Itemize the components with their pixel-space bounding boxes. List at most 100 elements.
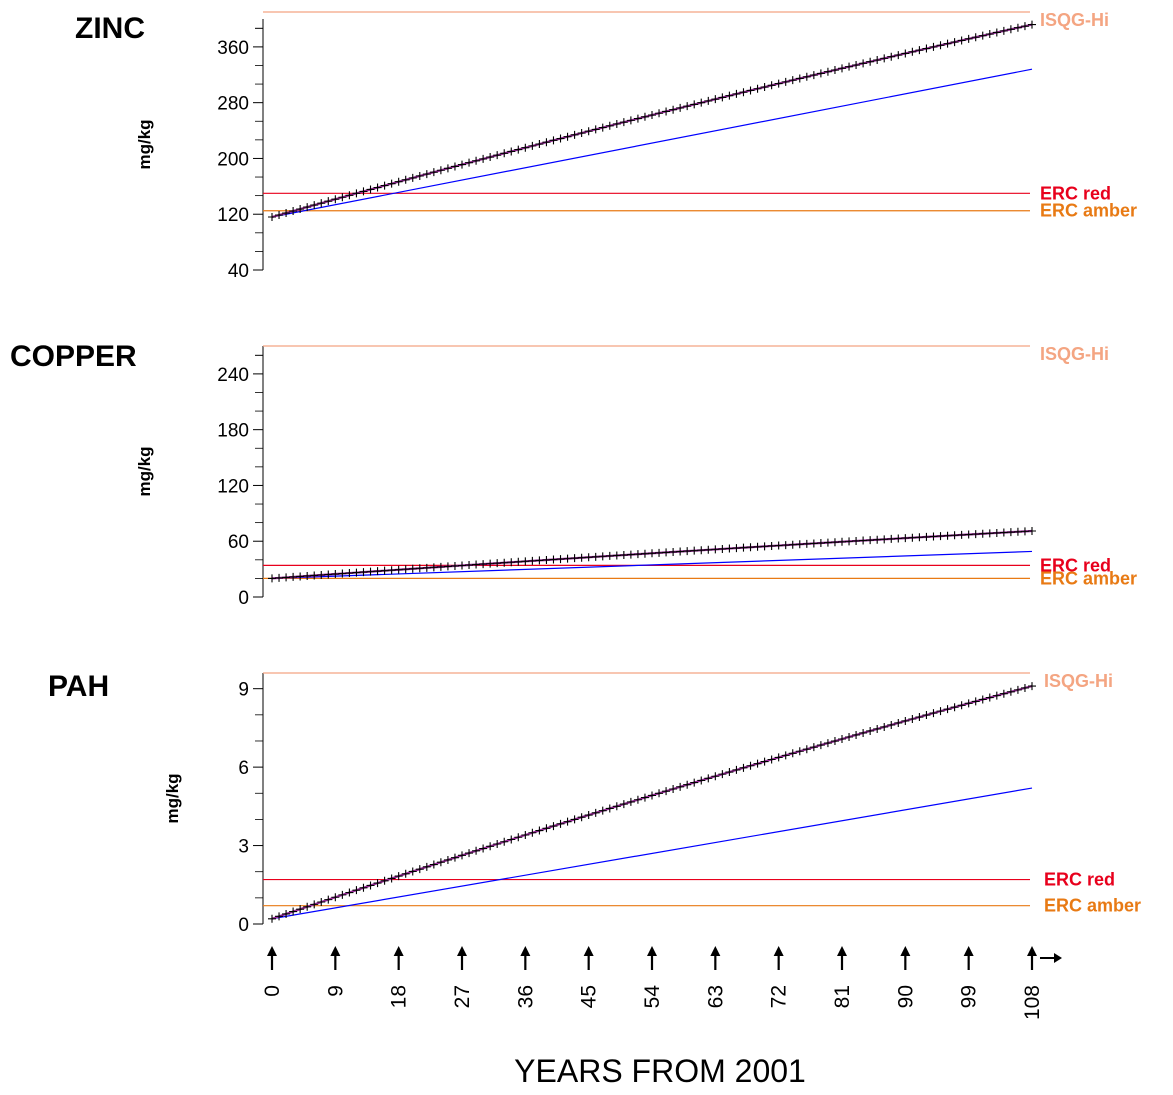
data-point	[633, 114, 642, 123]
data-point	[852, 61, 861, 70]
data-point	[359, 568, 368, 577]
data-point	[767, 541, 776, 550]
data-point	[556, 819, 565, 828]
data-point	[429, 860, 438, 869]
data-point	[823, 538, 832, 547]
y-tick-label: 0	[238, 588, 249, 609]
reference-label: ERC amber	[1040, 201, 1137, 221]
up-arrow-icon	[773, 946, 784, 970]
data-point	[549, 136, 558, 145]
data-point	[957, 36, 966, 45]
data-point	[718, 93, 727, 102]
data-point	[669, 105, 678, 114]
data-point	[1013, 527, 1022, 536]
panel-title: PAH	[48, 670, 109, 703]
data-point	[901, 49, 910, 58]
data-point	[380, 181, 389, 190]
data-point	[563, 554, 572, 563]
up-arrow-icon	[583, 946, 594, 970]
arrow-head	[267, 946, 277, 956]
data-point	[387, 179, 396, 188]
x-tick-label: 45	[578, 985, 601, 1008]
data-point	[570, 554, 579, 563]
data-point	[999, 26, 1008, 35]
data-point	[352, 568, 361, 577]
data-point	[443, 164, 452, 173]
data-point	[577, 553, 586, 562]
data-point	[605, 804, 614, 813]
data-point	[774, 753, 783, 762]
reference-label: ISQG-Hi	[1044, 671, 1113, 691]
data-point	[450, 162, 459, 171]
data-point	[598, 123, 607, 132]
data-point	[626, 550, 635, 559]
data-point	[739, 763, 748, 772]
data-point	[584, 127, 593, 136]
arrow-head	[837, 946, 847, 956]
data-point	[992, 691, 1001, 700]
arrow-head	[900, 946, 911, 956]
data-point	[908, 47, 917, 56]
data-point	[971, 530, 980, 539]
data-point	[514, 145, 523, 154]
data-point	[1006, 528, 1015, 537]
data-point	[725, 544, 734, 553]
data-point	[542, 555, 551, 564]
data-point	[619, 800, 628, 809]
data-point	[697, 776, 706, 785]
data-point	[894, 51, 903, 60]
data-point	[943, 39, 952, 48]
arrow-head	[710, 946, 721, 956]
data-point	[767, 755, 776, 764]
data-point	[373, 879, 382, 888]
data-point	[465, 158, 474, 167]
data-point	[732, 544, 741, 553]
data-point	[809, 71, 818, 80]
panel-title: COPPER	[10, 340, 137, 373]
data-point	[422, 170, 431, 179]
data-point	[640, 112, 649, 121]
data-point	[303, 203, 312, 212]
data-point	[331, 893, 340, 902]
data-point	[648, 549, 656, 558]
data-point	[795, 540, 804, 549]
data-point	[268, 574, 276, 583]
data-point	[922, 532, 931, 541]
x-tick-label: 108	[1021, 985, 1044, 1020]
data-point	[887, 52, 896, 61]
data-point	[345, 569, 354, 578]
data-point	[655, 109, 664, 118]
data-point	[380, 566, 389, 575]
data-point	[429, 168, 438, 177]
data-point	[739, 88, 748, 97]
data-point	[1020, 22, 1029, 31]
up-arrow-icon	[267, 946, 277, 970]
x-tick-label: 36	[514, 985, 537, 1008]
series-line	[271, 685, 1033, 920]
data-point	[964, 699, 973, 708]
data-point	[929, 42, 938, 51]
data-point	[465, 849, 474, 858]
data-point	[1020, 683, 1029, 692]
data-point	[422, 862, 431, 871]
data-point	[640, 793, 649, 802]
data-point	[408, 867, 417, 876]
data-point	[324, 197, 333, 206]
data-point	[802, 72, 811, 81]
x-tick-label: 9	[324, 985, 347, 997]
panel-pah: PAH mg/kg 0 3 6 9 ISQG-Hi ERC red ERC amber	[48, 670, 1141, 936]
data-point	[781, 751, 790, 760]
data-point	[303, 571, 312, 580]
arrow-head	[330, 946, 341, 956]
data-point	[725, 768, 734, 777]
data-point	[866, 536, 875, 545]
series-markers	[268, 682, 1036, 923]
data-point	[725, 91, 734, 100]
data-point	[985, 30, 994, 39]
reference-label: ISQG-Hi	[1040, 344, 1109, 364]
data-point	[823, 739, 832, 748]
data-point	[683, 102, 692, 111]
y-axis-label: mg/kg	[135, 119, 154, 169]
x-axis-title: YEARS FROM 2001	[514, 1053, 806, 1089]
data-point	[732, 765, 741, 774]
